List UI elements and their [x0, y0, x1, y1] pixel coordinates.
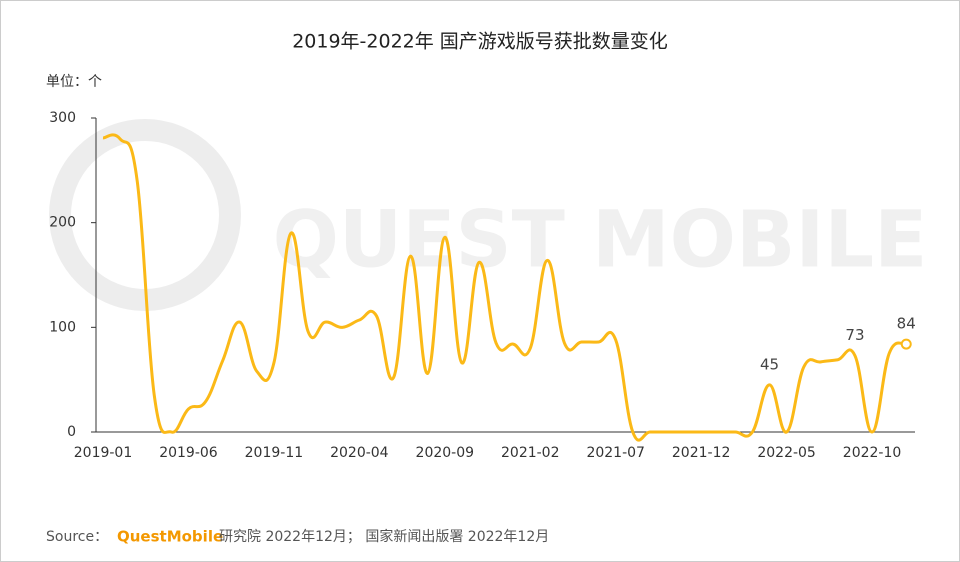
unit-label: 单位：个	[46, 74, 102, 90]
x-tick-label: 2019-06	[159, 445, 218, 461]
data-label: 73	[845, 326, 864, 344]
watermark: QUEST MOBILE	[273, 195, 928, 285]
y-tick-label: 300	[49, 110, 76, 126]
y-tick-label: 0	[67, 424, 76, 440]
end-marker	[900, 338, 912, 350]
x-tick-label: 2021-12	[672, 445, 731, 461]
x-tick-label: 2022-10	[843, 445, 902, 461]
x-tick-label: 2020-09	[416, 445, 475, 461]
source-text: 研究院 2022年12月； 国家新闻出版署 2022年12月	[219, 528, 549, 545]
x-tick-label: 2021-07	[586, 445, 645, 461]
x-tick-label: 2019-11	[245, 445, 304, 461]
series-line	[102, 133, 907, 442]
chart-title: 2019年-2022年 国产游戏版号获批数量变化	[292, 31, 668, 53]
source-brand: QuestMobile	[117, 528, 223, 546]
x-tick-label: 2022-05	[757, 445, 816, 461]
x-tick-label: 2020-04	[330, 445, 389, 461]
y-tick-label: 100	[49, 319, 76, 335]
data-label: 45	[760, 355, 779, 373]
data-label: 84	[897, 315, 916, 333]
source-prefix: Source：	[46, 529, 108, 545]
y-tick-label: 200	[49, 215, 76, 231]
x-tick-label: 2019-01	[74, 445, 133, 461]
x-tick-label: 2021-02	[501, 445, 560, 461]
